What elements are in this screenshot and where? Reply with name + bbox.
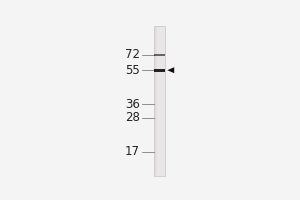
Text: 36: 36 — [125, 98, 140, 111]
Text: 17: 17 — [125, 145, 140, 158]
Text: 28: 28 — [125, 111, 140, 124]
Bar — [154, 69, 165, 72]
Bar — [154, 26, 165, 176]
Polygon shape — [167, 67, 174, 73]
Text: 55: 55 — [125, 64, 140, 77]
Bar — [154, 54, 165, 56]
Text: 72: 72 — [125, 48, 140, 61]
